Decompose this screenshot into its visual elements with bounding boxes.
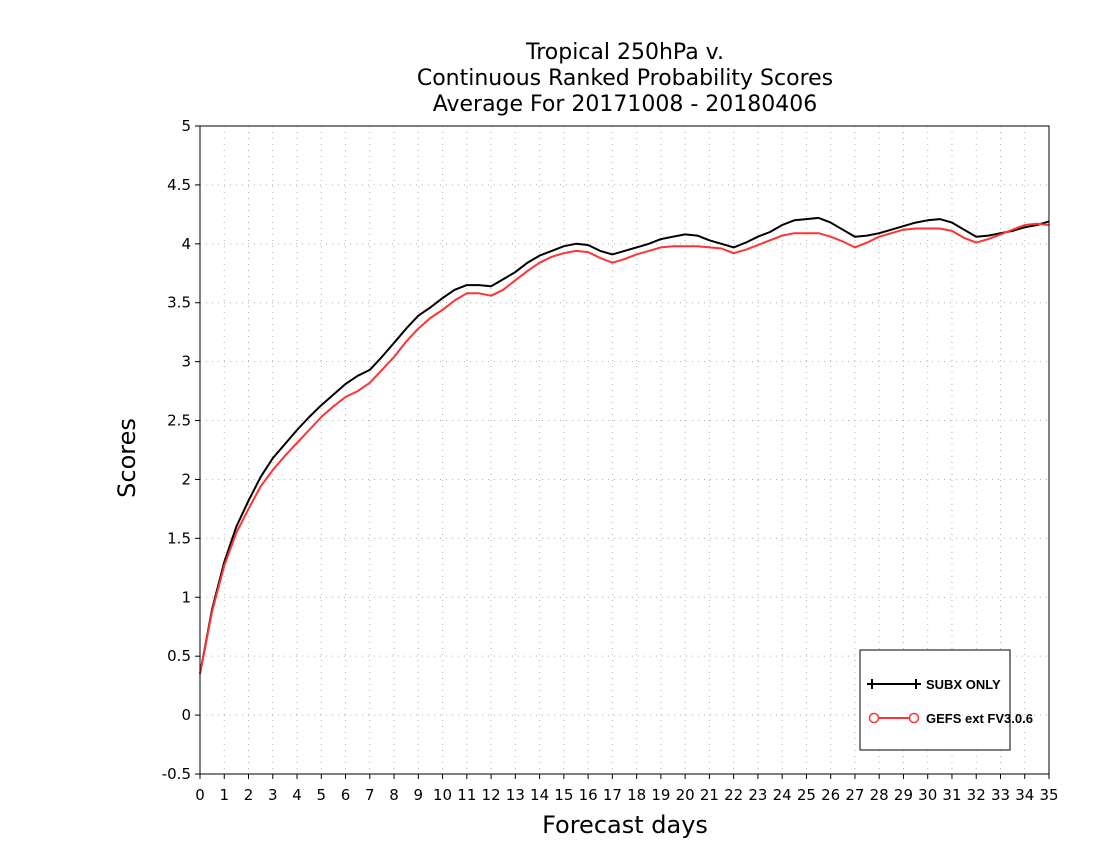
x-tick-label: 7 [365,786,375,804]
x-tick-label: 2 [244,786,254,804]
x-tick-label: 10 [433,786,452,804]
x-tick-label: 19 [651,786,670,804]
x-tick-label: 15 [554,786,573,804]
chart-title-line: Continuous Ranked Probability Scores [417,66,833,91]
y-tick-label: 3.5 [167,294,191,312]
x-tick-label: 20 [676,786,695,804]
x-tick-label: 11 [457,786,476,804]
y-tick-label: 0 [181,706,191,724]
x-tick-label: 23 [748,786,767,804]
x-tick-label: 12 [482,786,501,804]
x-tick-label: 32 [967,786,986,804]
x-tick-label: 13 [506,786,525,804]
x-tick-label: 33 [991,786,1010,804]
series-lines [199,216,1050,675]
y-tick-label: 0.5 [167,647,191,665]
legend: SUBX ONLY GEFS ext FV3.0.6 [859,649,1033,751]
x-tick-label: 24 [773,786,792,804]
legend-plus-marker [911,679,921,689]
y-tick-label: 1 [181,588,191,606]
series-line-subx-only [199,216,1050,675]
plot-frame [199,125,1050,775]
x-tick-label: 14 [530,786,549,804]
y-tick-label: 5 [181,117,191,135]
y-tick-label: 2 [181,470,191,488]
y-tick-label: 4.5 [167,176,191,194]
x-tick-label: 4 [292,786,302,804]
x-axis-label: Forecast days [542,811,708,839]
x-tick-label: 35 [1039,786,1058,804]
x-tick-label: 31 [942,786,961,804]
x-tick-label: 16 [579,786,598,804]
x-tick-label: 26 [821,786,840,804]
x-tick-label: 18 [627,786,646,804]
x-tick-label: 22 [724,786,743,804]
x-tick-label: 27 [845,786,864,804]
y-tick-label: 2.5 [167,412,191,430]
y-tick-label: 3 [181,353,191,371]
chart-title: Tropical 250hPa v.Continuous Ranked Prob… [417,40,833,117]
x-tick-label: 6 [341,786,351,804]
y-tick-label: -0.5 [162,765,191,783]
x-tick-label: 3 [268,786,278,804]
x-tick-label: 25 [797,786,816,804]
legend-plus-marker [867,679,877,689]
x-tick-label: 0 [195,786,205,804]
x-tick-label: 5 [317,786,327,804]
y-tick-label: 4 [181,235,191,253]
x-tick-label: 30 [918,786,937,804]
legend-box [859,649,1011,751]
x-tick-label: 21 [700,786,719,804]
x-tick-label: 29 [894,786,913,804]
legend-label: GEFS ext FV3.0.6 [926,711,1033,726]
x-tick-label: 8 [389,786,399,804]
series-line-gefs-ext [199,222,1050,675]
legend-circle-marker [868,712,880,724]
x-axis-ticks: 0 1 2 3 4 5 6 7 8 9 10 11 12 13 14 15 16 17 18 19 20 21 22 23 24… [195,774,1059,804]
x-tick-label: 28 [870,786,889,804]
legend-circle-marker [908,712,920,724]
chart-title-line: Average For 20171008 - 20180406 [433,92,818,117]
x-tick-label: 1 [219,786,229,804]
y-tick-label: 1.5 [167,529,191,547]
legend-label: SUBX ONLY [926,677,1001,692]
x-tick-label: 9 [414,786,424,804]
y-axis-label: Scores [113,418,141,498]
x-tick-label: 17 [603,786,622,804]
chart-title-line: Tropical 250hPa v. [525,40,724,65]
y-axis-ticks: -0.5 0 0.5 1 1.5 2 2.5 3 3.5 4 4.5 5 [162,117,200,783]
x-tick-label: 34 [1015,786,1034,804]
